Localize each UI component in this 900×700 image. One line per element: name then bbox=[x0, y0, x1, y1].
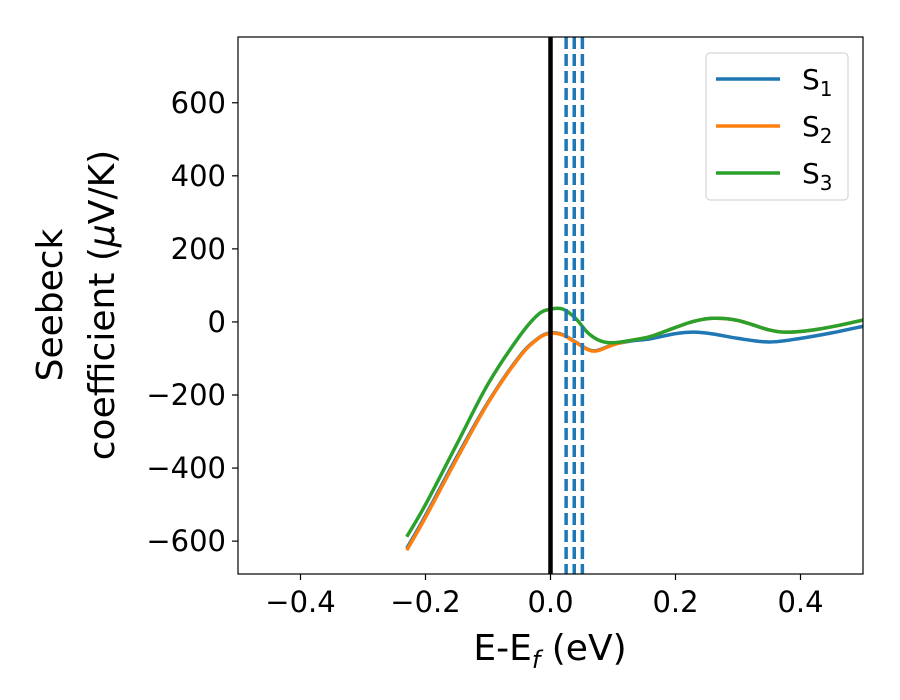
legend-label-s1: S1 bbox=[802, 63, 833, 101]
series-line-s2 bbox=[405, 316, 863, 552]
y-tick-label: −400 bbox=[146, 451, 226, 485]
x-tick-label: 0.4 bbox=[777, 585, 823, 619]
series-line-s1 bbox=[405, 324, 863, 550]
y-tick-label: −200 bbox=[146, 378, 226, 412]
legend-label-s3: S3 bbox=[802, 157, 833, 195]
legend: S1 S2 S3 bbox=[705, 52, 849, 201]
x-axis-title: E-Ef (eV) bbox=[473, 628, 626, 674]
series-line-s3 bbox=[405, 306, 863, 538]
y-tick-label: 400 bbox=[171, 159, 226, 193]
y-axis-title-line2: coefficient (μV/K) bbox=[82, 150, 123, 460]
x-tick-label: −0.4 bbox=[265, 585, 335, 619]
x-tick-label: −0.2 bbox=[390, 585, 460, 619]
y-tick-label: −600 bbox=[146, 524, 226, 558]
y-tick-label: 200 bbox=[171, 232, 226, 266]
y-tick-label: 600 bbox=[171, 86, 226, 120]
y-axis-title: Seebeck coefficient (μV/K) bbox=[30, 150, 123, 460]
x-tick-label: 0.2 bbox=[652, 585, 698, 619]
x-tick-label: 0.0 bbox=[527, 585, 573, 619]
plot-lines bbox=[405, 37, 863, 574]
y-axis-ticks: −600 −400 −200 0 200 400 600 bbox=[146, 86, 238, 558]
x-axis-ticks: −0.4 −0.2 0.0 0.2 0.4 bbox=[265, 574, 824, 619]
y-axis-title-line1: Seebeck bbox=[30, 228, 71, 381]
legend-label-s2: S2 bbox=[802, 110, 833, 148]
y-tick-label: 0 bbox=[208, 305, 226, 339]
